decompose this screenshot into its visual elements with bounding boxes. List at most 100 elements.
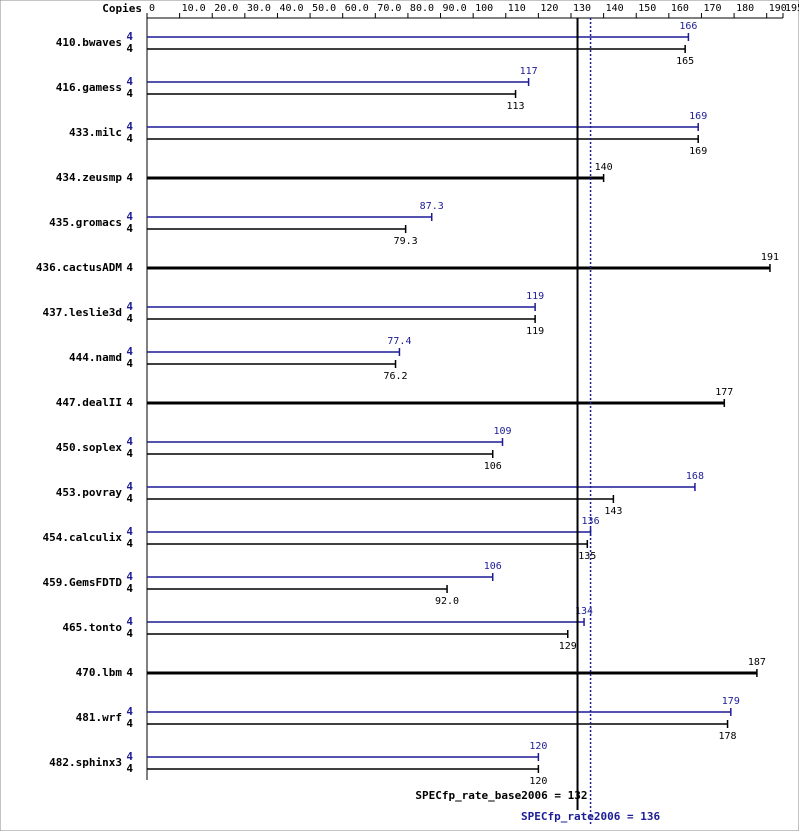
category-label: 454.calculix [43,531,123,544]
category-label: 437.leslie3d [43,306,122,319]
x-tick-label: 150 [638,3,656,14]
value-label: 117 [520,66,538,77]
category-label: 436.cactusADM [36,261,122,274]
value-label: 92.0 [435,596,459,607]
x-tick-label: 140 [606,3,624,14]
copies-label: 4 [126,525,133,538]
copies-label: 4 [126,705,133,718]
category-label: 465.tonto [62,621,122,634]
copies-label: 4 [126,537,133,550]
value-label: 106 [484,561,502,572]
category-label: 434.zeusmp [56,171,123,184]
value-label: 169 [689,146,707,157]
x-tick-label: 100 [475,3,493,14]
copies-label: 4 [126,87,133,100]
value-label: 177 [715,387,733,398]
value-label: 119 [526,326,544,337]
copies-label: 4 [126,396,133,409]
value-label: 135 [578,551,596,562]
copies-label: 4 [126,120,133,133]
copies-label: 4 [126,717,133,730]
x-tick-label: 70.0 [377,3,401,14]
x-tick-label: 110 [508,3,526,14]
copies-label: 4 [126,582,133,595]
copies-label: 4 [126,132,133,145]
value-label: 166 [679,21,697,32]
value-label: 191 [761,252,779,263]
value-label: 76.2 [383,371,407,382]
x-tick-label: 50.0 [312,3,336,14]
x-tick-label: 195 [785,3,799,14]
value-label: 136 [582,516,600,527]
category-label: 444.namd [69,351,122,364]
value-label: 119 [526,291,544,302]
value-label: 165 [676,56,694,67]
copies-label: 4 [126,750,133,763]
copies-label: 4 [126,570,133,583]
x-tick-label: 130 [573,3,591,14]
x-tick-label: 190 [769,3,787,14]
copies-label: 4 [126,312,133,325]
value-label: 87.3 [420,201,444,212]
value-label: 134 [575,606,593,617]
copies-label: 4 [126,492,133,505]
value-label: 143 [604,506,622,517]
category-label: 470.lbm [76,666,123,679]
copies-label: 4 [126,615,133,628]
x-tick-label: 10.0 [182,3,206,14]
category-label: 482.sphinx3 [49,756,122,769]
category-label: 435.gromacs [49,216,122,229]
x-tick-label: 180 [736,3,754,14]
copies-label: 4 [126,627,133,640]
category-label: 410.bwaves [56,36,122,49]
x-tick-label: 90.0 [443,3,467,14]
category-label: 416.gamess [56,81,122,94]
category-label: 447.dealII [56,396,122,409]
category-label: 433.milc [69,126,122,139]
x-tick-label: 40.0 [279,3,303,14]
copies-label: 4 [126,210,133,223]
value-label: 77.4 [387,336,411,347]
value-label: 187 [748,657,766,668]
category-label: 459.GemsFDTD [43,576,123,589]
x-tick-label: 30.0 [247,3,271,14]
value-label: 140 [595,162,613,173]
copies-label: 4 [126,75,133,88]
copies-label: 4 [126,480,133,493]
value-label: 120 [529,741,547,752]
copies-label: 4 [126,762,133,775]
value-label: 168 [686,471,704,482]
value-label: 79.3 [394,236,418,247]
x-tick-label: 20.0 [214,3,238,14]
value-label: 106 [484,461,502,472]
category-label: 481.wrf [76,711,122,724]
value-label: 129 [559,641,577,652]
copies-label: 4 [126,435,133,448]
copies-label: 4 [126,357,133,370]
value-label: 178 [719,731,737,742]
copies-label: 4 [126,42,133,55]
category-label: 450.soplex [56,441,123,454]
x-tick-label: 80.0 [410,3,434,14]
copies-label: 4 [126,300,133,313]
copies-label: 4 [126,261,133,274]
copies-label: 4 [126,30,133,43]
copies-label: 4 [126,447,133,460]
x-tick-label: 120 [540,3,558,14]
x-tick-label: 60.0 [345,3,369,14]
value-label: 179 [722,696,740,707]
copies-label: 4 [126,222,133,235]
reference-label: SPECfp_rate2006 = 136 [521,810,660,823]
axis-title: Copies [102,2,142,15]
value-label: 109 [493,426,511,437]
value-label: 169 [689,111,707,122]
copies-label: 4 [126,171,133,184]
reference-label: SPECfp_rate_base2006 = 132 [415,789,587,802]
category-label: 453.povray [56,486,123,499]
x-tick-label: 160 [671,3,689,14]
value-label: 120 [529,776,547,787]
value-label: 113 [507,101,525,112]
copies-label: 4 [126,345,133,358]
